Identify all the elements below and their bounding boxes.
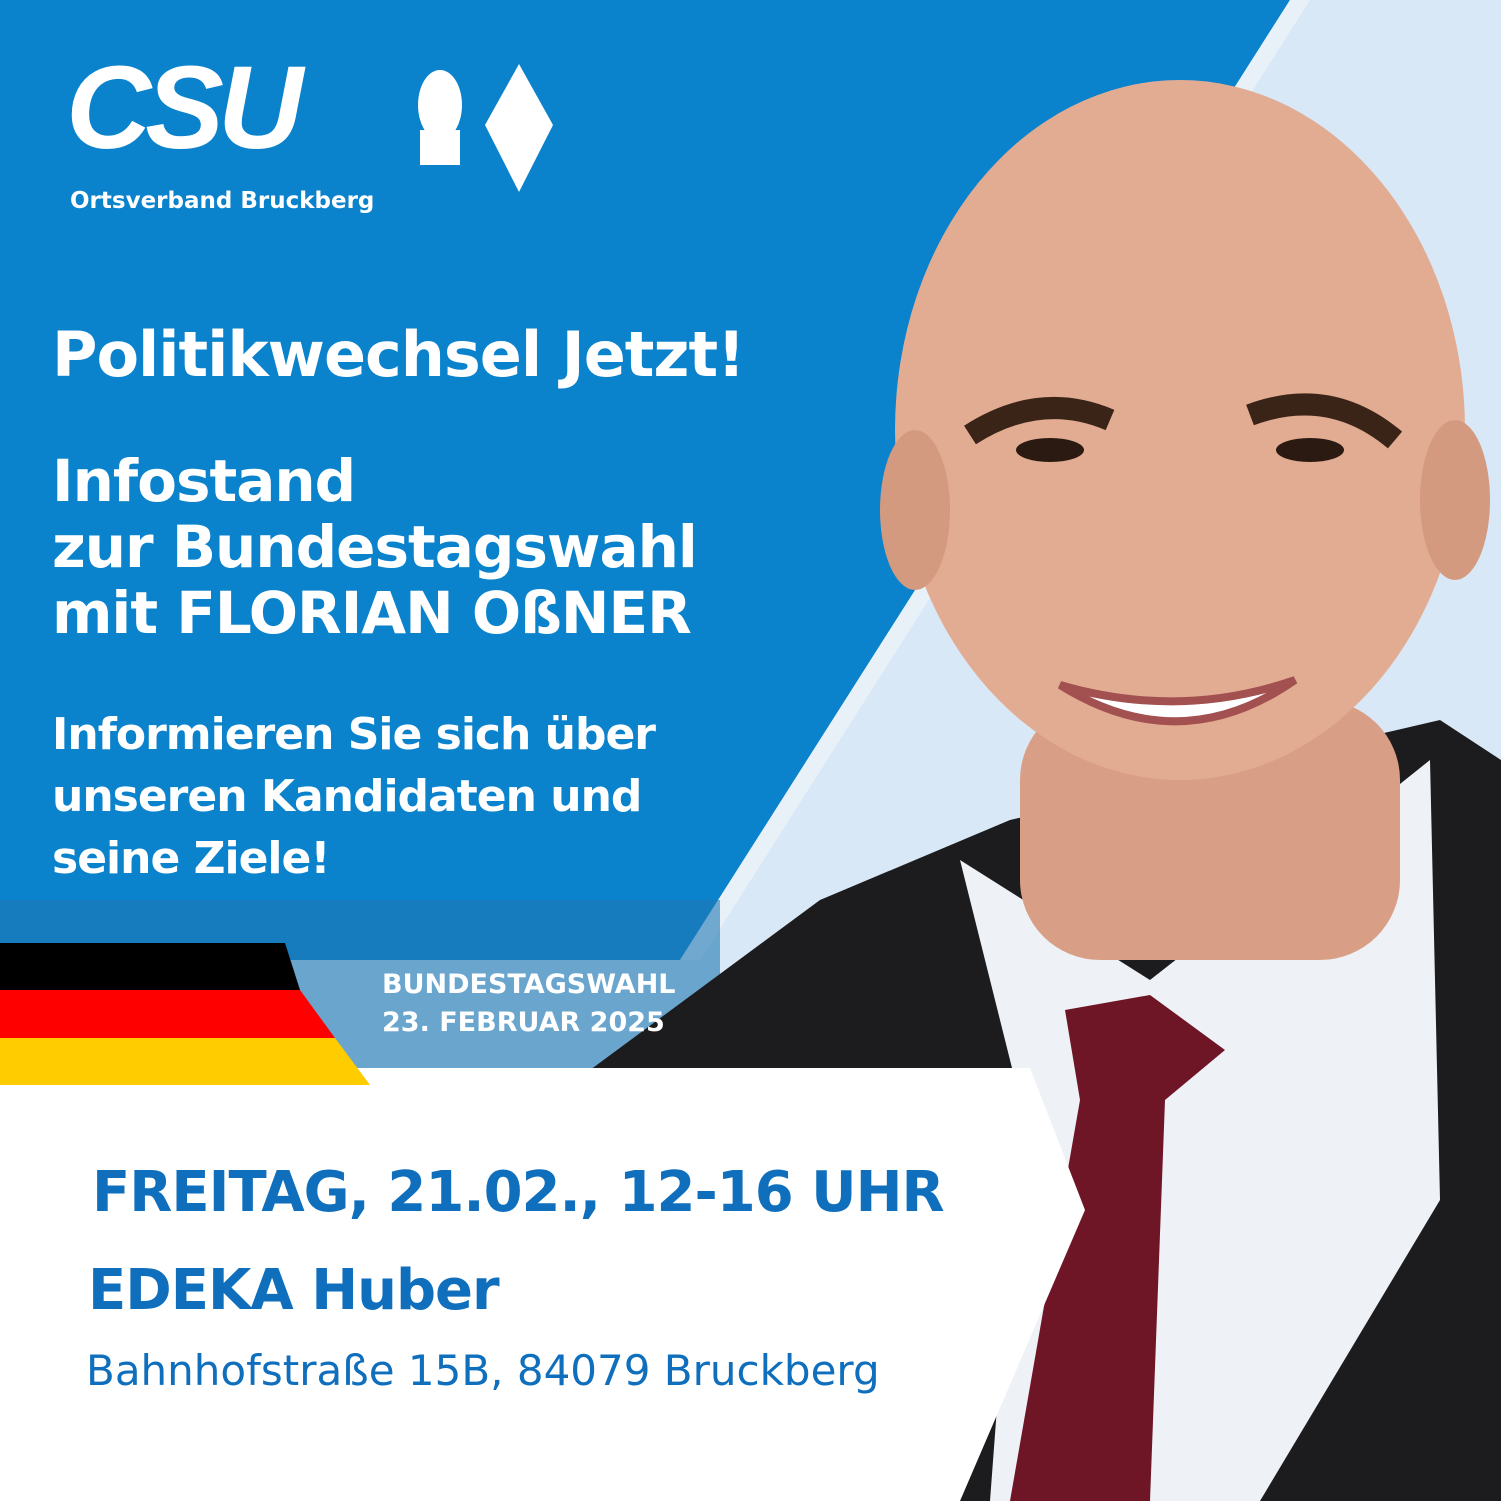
ear-left [880, 430, 950, 590]
tie [1010, 995, 1225, 1501]
info-line: Infostand [52, 447, 356, 515]
org-name: Ortsverband Bruckberg [70, 188, 375, 214]
sub-line: unseren Kandidaten und [52, 771, 642, 822]
event-location: EDEKA Huber [88, 1258, 500, 1323]
sub-line: Informieren Sie sich über [52, 709, 656, 760]
ear-right [1420, 420, 1490, 580]
info-heading: Infostand zur Bundestagswahl mit FLORIAN… [52, 447, 698, 647]
white-info-panel [0, 1068, 1085, 1501]
election-info: BUNDESTAGSWAHL 23. FEBRUAR 2025 [382, 966, 676, 1042]
event-time: FREITAG, 21.02., 12-16 UHR [92, 1160, 945, 1225]
diamond-icon [485, 64, 553, 192]
german-flag [0, 943, 370, 1085]
lion-icon [418, 70, 462, 165]
sub-text: Informieren Sie sich über unseren Kandid… [52, 704, 656, 890]
mouth [1057, 676, 1298, 726]
election-date: 23. FEBRUAR 2025 [382, 1007, 665, 1038]
eye-right [1276, 438, 1344, 462]
brow-right [1246, 393, 1403, 449]
eye-left [1016, 438, 1084, 462]
headline: Politikwechsel Jetzt! [52, 318, 745, 391]
sub-line: seine Ziele! [52, 833, 330, 884]
election-label: BUNDESTAGSWAHL [382, 969, 676, 1000]
info-line: zur Bundestagswahl [52, 513, 698, 581]
event-address: Bahnhofstraße 15B, 84079 Bruckberg [86, 1346, 880, 1395]
info-line: mit FLORIAN OßNER [52, 579, 692, 647]
csu-logo-wordmark: CSU [66, 42, 303, 174]
brow-left [964, 397, 1115, 445]
head [895, 80, 1465, 780]
